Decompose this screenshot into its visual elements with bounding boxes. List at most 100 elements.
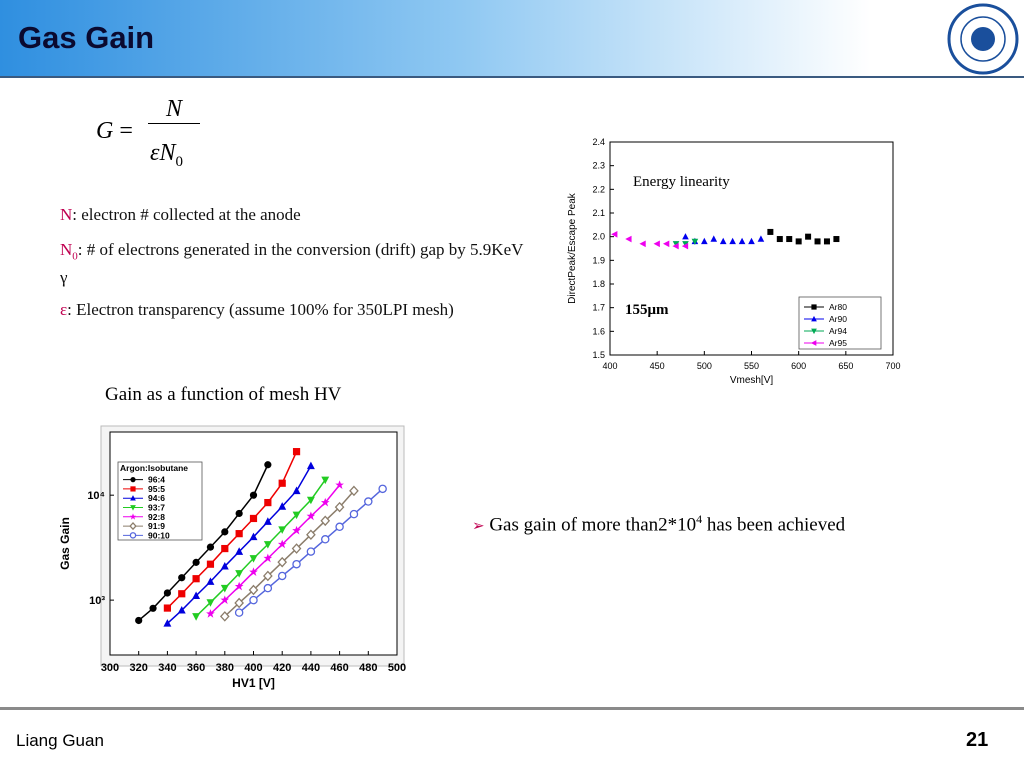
legend-label: 92:8 (148, 512, 165, 522)
legend-label: 93:7 (148, 503, 165, 513)
legend-label: Ar94 (829, 326, 847, 336)
y-tick-label: 10³ (89, 595, 105, 607)
data-point (163, 589, 171, 597)
legend-label: 96:4 (148, 475, 165, 485)
data-point (757, 235, 765, 242)
bullet: N: electron # collected at the anode (60, 204, 530, 226)
data-point (639, 240, 646, 248)
data-point (306, 496, 315, 505)
legend-label: 94:6 (148, 493, 165, 503)
formula-sub: 0 (175, 153, 183, 170)
data-point (249, 595, 258, 605)
y-tick-label: 1.6 (592, 326, 605, 336)
y-axis-label: DirectPeak/Escape Peak (567, 192, 578, 304)
data-point (701, 237, 708, 245)
x-tick-label: 500 (388, 662, 406, 674)
legend-label: 91:9 (148, 521, 165, 531)
data-point (178, 574, 186, 582)
x-tick-label: 420 (273, 662, 291, 674)
header-bar (0, 0, 1024, 78)
legend-label: 90:10 (148, 530, 170, 540)
data-point (263, 517, 272, 525)
data-point (320, 535, 330, 544)
series-line (195, 479, 326, 617)
data-point (291, 543, 302, 554)
bullet: N0: # of electrons generated in the conv… (60, 239, 530, 289)
data-point (264, 498, 272, 507)
data-point (691, 238, 699, 245)
formula-den: εN (150, 140, 176, 166)
data-point (249, 514, 258, 523)
data-point (292, 559, 301, 569)
legend-marker (130, 477, 136, 483)
data-point (729, 237, 736, 245)
y-tick-label: 1.5 (592, 350, 605, 360)
data-point (795, 238, 802, 245)
slide-title: Gas Gain (18, 20, 155, 55)
legend-title: Argon:Isobutane (120, 463, 188, 473)
data-point (682, 233, 689, 240)
data-point (135, 616, 143, 625)
x-tick-label: 500 (697, 361, 712, 371)
legend-marker (129, 521, 137, 531)
data-point (672, 241, 680, 248)
x-tick-label: 550 (744, 361, 759, 371)
data-point (234, 597, 244, 609)
data-point (163, 619, 172, 627)
y-tick-label: 2.0 (592, 232, 605, 242)
data-point (334, 501, 345, 513)
y-tick-label: 2.2 (592, 184, 605, 194)
legend-marker (129, 532, 137, 539)
series-line (209, 484, 341, 615)
data-point (320, 515, 331, 527)
annotation: Energy linearity (633, 174, 730, 190)
data-point (719, 237, 727, 245)
data-point (163, 604, 171, 612)
data-point (206, 599, 215, 607)
bullet-key: ε (60, 300, 68, 319)
data-point (192, 575, 200, 583)
x-tick-label: 600 (791, 361, 806, 371)
data-point (321, 476, 330, 485)
data-point (277, 556, 288, 568)
data-point (249, 491, 258, 499)
data-point (663, 240, 670, 248)
data-point (306, 547, 316, 556)
data-point (249, 555, 258, 563)
data-point (206, 577, 215, 585)
legend-marker (130, 495, 136, 501)
data-point (814, 238, 821, 245)
x-tick-label: 440 (302, 662, 320, 674)
y-tick-label: 10⁴ (87, 490, 105, 502)
data-point (263, 583, 273, 593)
data-point (349, 509, 359, 519)
formula-numerator: N (148, 96, 200, 124)
data-point (710, 235, 718, 242)
data-point (277, 539, 287, 549)
data-point (192, 613, 201, 621)
data-point (349, 485, 359, 497)
x-tick-label: 460 (330, 662, 348, 674)
data-point (378, 484, 387, 494)
x-axis-label: HV1 [V] (232, 676, 275, 690)
data-point (748, 237, 755, 245)
y-tick-label: 2.1 (592, 208, 605, 218)
footer-rule (0, 707, 1024, 710)
data-point (248, 584, 259, 596)
x-tick-label: 400 (602, 361, 617, 371)
x-tick-label: 340 (158, 662, 176, 674)
formula-eq: = (119, 118, 133, 144)
x-tick-label: 650 (838, 361, 853, 371)
data-point (278, 479, 286, 487)
data-point (805, 233, 812, 240)
bullet-sub: 0 (72, 250, 78, 263)
y-tick-label: 2.3 (592, 161, 605, 171)
x-tick-label: 450 (650, 361, 665, 371)
bullet: ε: Electron transparency (assume 100% fo… (60, 299, 540, 321)
x-tick-label: 360 (187, 662, 205, 674)
data-point (682, 241, 689, 248)
series-line (138, 464, 269, 622)
data-point (264, 461, 272, 469)
data-point (234, 581, 244, 591)
data-point (219, 611, 230, 622)
